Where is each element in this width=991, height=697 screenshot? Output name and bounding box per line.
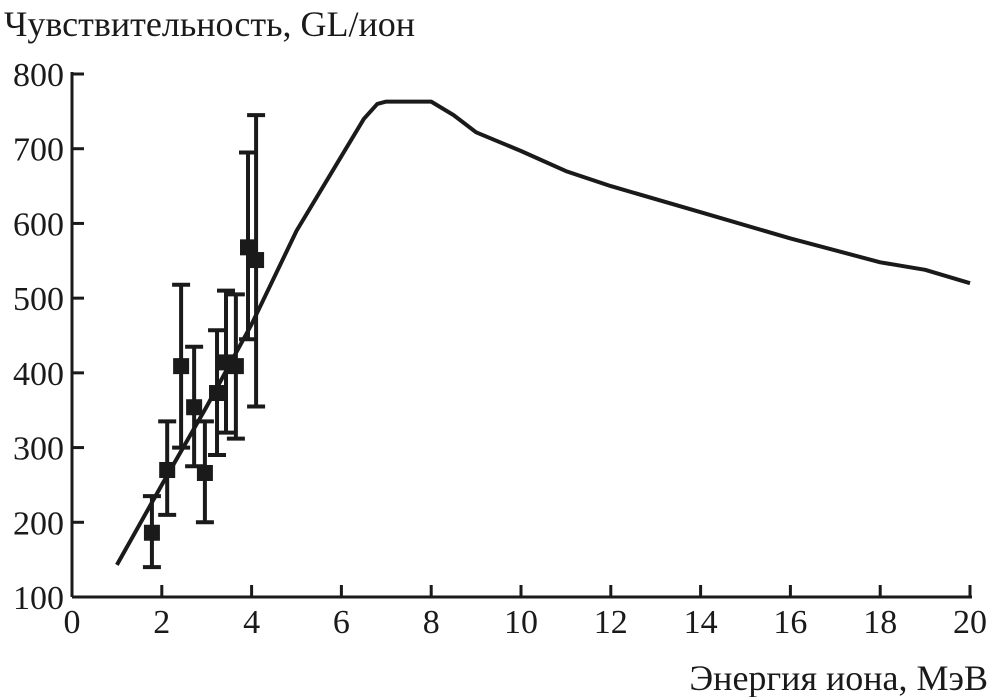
y-tick-label: 100	[13, 580, 64, 617]
data-point	[173, 358, 190, 375]
x-tick-label: 2	[153, 604, 170, 641]
data-point-group	[185, 344, 204, 469]
x-tick-label: 6	[333, 604, 350, 641]
x-tick-label: 0	[64, 604, 81, 641]
x-tick-label: 12	[594, 604, 628, 641]
calculation-curve	[115, 99, 971, 566]
data-point	[248, 252, 265, 269]
x-tick-label: 16	[773, 604, 807, 641]
x-tick-label: 18	[863, 604, 897, 641]
data-point	[240, 239, 257, 256]
data-point-group	[208, 328, 227, 458]
x-tick-label: 8	[423, 604, 440, 641]
data-point-group	[247, 113, 266, 409]
y-tick-label: 200	[13, 505, 64, 542]
x-tick-label: 14	[684, 604, 718, 641]
y-tick-label: 700	[13, 132, 64, 169]
data-point-group	[142, 494, 161, 570]
y-tick-label: 600	[13, 206, 64, 243]
y-tick-label: 300	[13, 431, 64, 468]
y-axis-label: Чувствительность, GL/ион	[4, 4, 415, 44]
data-point	[186, 399, 203, 416]
x-tick-label: 4	[243, 604, 260, 641]
x-axis-label: Энергия иона, МэВ	[689, 658, 988, 697]
y-tick-label: 800	[13, 57, 64, 94]
y-tick-label: 400	[13, 356, 64, 393]
data-point-group	[195, 419, 214, 525]
data-point	[196, 464, 213, 481]
data-point	[143, 524, 160, 541]
x-tick-label: 20	[953, 604, 987, 641]
y-tick-label: 500	[13, 281, 64, 318]
data-point-group	[158, 419, 177, 517]
x-tick-label: 10	[504, 604, 538, 641]
